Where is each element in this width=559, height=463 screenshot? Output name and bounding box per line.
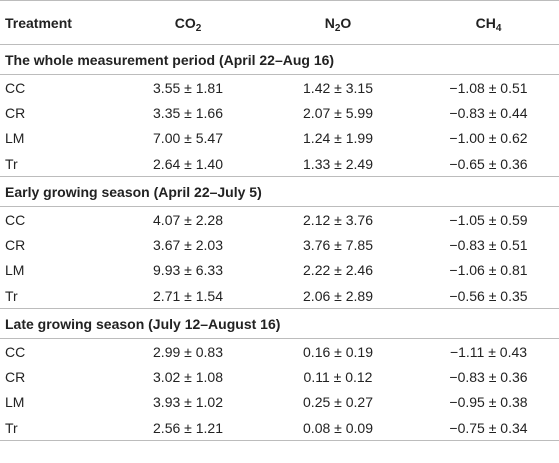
cell-n2o: 2.06 ± 2.89: [303, 287, 373, 304]
header-co2-base: CO: [174, 14, 196, 31]
cell-co2: 9.93 ± 6.33: [153, 262, 223, 279]
cell-co2: 3.02 ± 1.08: [153, 368, 223, 385]
cell-n2o: 1.24 ± 1.99: [303, 130, 373, 147]
cell-n2o: 2.07 ± 5.99: [303, 104, 373, 121]
table-row: CR 3.02 ± 1.08 0.11 ± 0.12 −0.83 ± 0.36: [0, 364, 559, 390]
header-co2-sub: 2: [195, 22, 202, 34]
table-row: LM 3.93 ± 1.02 0.25 ± 0.27 −0.95 ± 0.38: [0, 390, 559, 416]
cell-ch4: −0.83 ± 0.44: [449, 104, 528, 121]
cell-co2: 3.55 ± 1.81: [153, 79, 223, 96]
cell-co2: 3.67 ± 2.03: [153, 236, 223, 253]
table-row: CR 3.67 ± 2.03 3.76 ± 7.85 −0.83 ± 0.51: [0, 232, 559, 258]
cell-treatment: LM: [5, 262, 25, 279]
cell-treatment: LM: [5, 130, 25, 147]
cell-ch4: −1.08 ± 0.51: [449, 79, 528, 96]
cell-co2: 3.35 ± 1.66: [153, 104, 223, 121]
cell-treatment: CR: [5, 236, 26, 253]
cell-co2: 2.99 ± 0.83: [153, 343, 223, 360]
section-header-row: Late growing season (July 12–August 16): [0, 308, 559, 339]
section-title: Late growing season (July 12–August 16): [0, 308, 559, 339]
header-ch4: CH4: [413, 0, 559, 45]
cell-treatment: CR: [5, 368, 26, 385]
cell-treatment: CC: [5, 343, 26, 360]
cell-treatment: CR: [5, 104, 26, 121]
cell-treatment: CC: [5, 211, 26, 228]
cell-n2o: 0.08 ± 0.09: [263, 415, 413, 441]
cell-co2: 7.00 ± 5.47: [153, 130, 223, 147]
table-row: CC 3.55 ± 1.81 1.42 ± 3.15 −1.08 ± 0.51: [0, 75, 559, 101]
cell-n2o: 0.25 ± 0.27: [303, 394, 373, 411]
cell-treatment: Tr: [5, 155, 18, 172]
header-row: Treatment CO2 N2O CH4: [0, 0, 559, 45]
cell-treatment: LM: [5, 394, 25, 411]
cell-ch4: −0.75 ± 0.34: [413, 415, 559, 441]
cell-ch4: −0.65 ± 0.36: [449, 155, 528, 172]
header-treatment: Treatment: [0, 0, 113, 45]
cell-ch4: −1.11 ± 0.43: [449, 343, 528, 360]
header-n2o-base: N: [324, 14, 335, 31]
cell-co2: 4.07 ± 2.28: [153, 211, 223, 228]
cell-ch4: −0.95 ± 0.38: [449, 394, 528, 411]
table-row: LM 7.00 ± 5.47 1.24 ± 1.99 −1.00 ± 0.62: [0, 126, 559, 152]
header-n2o-tail: O: [340, 14, 352, 31]
table-row: CC 2.99 ± 0.83 0.16 ± 0.19 −1.11 ± 0.43: [0, 339, 559, 365]
cell-co2: 3.93 ± 1.02: [153, 394, 223, 411]
cell-ch4: −0.83 ± 0.51: [449, 236, 528, 253]
section-header-row: The whole measurement period (April 22–A…: [0, 44, 559, 75]
cell-treatment: Tr: [0, 415, 113, 441]
section-title: Early growing season (April 22–July 5): [0, 176, 559, 207]
cell-n2o: 1.33 ± 2.49: [303, 155, 373, 172]
cell-treatment: Tr: [5, 287, 18, 304]
table-row: LM 9.93 ± 6.33 2.22 ± 2.46 −1.06 ± 0.81: [0, 258, 559, 284]
cell-n2o: 3.76 ± 7.85: [303, 236, 373, 253]
cell-ch4: −1.06 ± 0.81: [449, 262, 528, 279]
cell-treatment: CC: [5, 79, 26, 96]
cell-ch4: −1.05 ± 0.59: [449, 211, 528, 228]
cell-n2o: 2.12 ± 3.76: [303, 211, 373, 228]
header-ch4-sub: 4: [495, 22, 502, 34]
cell-n2o: 2.22 ± 2.46: [303, 262, 373, 279]
cell-ch4: −1.00 ± 0.62: [449, 130, 528, 147]
section-title: The whole measurement period (April 22–A…: [0, 44, 559, 75]
flux-table: Treatment CO2 N2O CH4 The whole measurem…: [0, 0, 559, 441]
cell-co2: 2.71 ± 1.54: [153, 287, 223, 304]
header-co2: CO2: [113, 0, 263, 45]
cell-ch4: −0.56 ± 0.35: [449, 287, 528, 304]
table-row: CC 4.07 ± 2.28 2.12 ± 3.76 −1.05 ± 0.59: [0, 207, 559, 233]
cell-ch4: −0.83 ± 0.36: [449, 368, 528, 385]
header-n2o: N2O: [263, 0, 413, 45]
cell-n2o: 0.11 ± 0.12: [303, 368, 373, 385]
cell-n2o: 1.42 ± 3.15: [303, 79, 373, 96]
header-n2o-sub: 2: [334, 22, 341, 34]
table-row: Tr 2.71 ± 1.54 2.06 ± 2.89 −0.56 ± 0.35: [0, 283, 559, 309]
section-header-row: Early growing season (April 22–July 5): [0, 176, 559, 207]
cell-co2: 2.56 ± 1.21: [113, 415, 263, 441]
table-row: CR 3.35 ± 1.66 2.07 ± 5.99 −0.83 ± 0.44: [0, 100, 559, 126]
table-row: Tr 2.56 ± 1.21 0.08 ± 0.09 −0.75 ± 0.34: [0, 415, 559, 441]
header-ch4-base: CH: [475, 14, 496, 31]
cell-n2o: 0.16 ± 0.19: [303, 343, 373, 360]
table-row: Tr 2.64 ± 1.40 1.33 ± 2.49 −0.65 ± 0.36: [0, 151, 559, 177]
cell-co2: 2.64 ± 1.40: [153, 155, 223, 172]
